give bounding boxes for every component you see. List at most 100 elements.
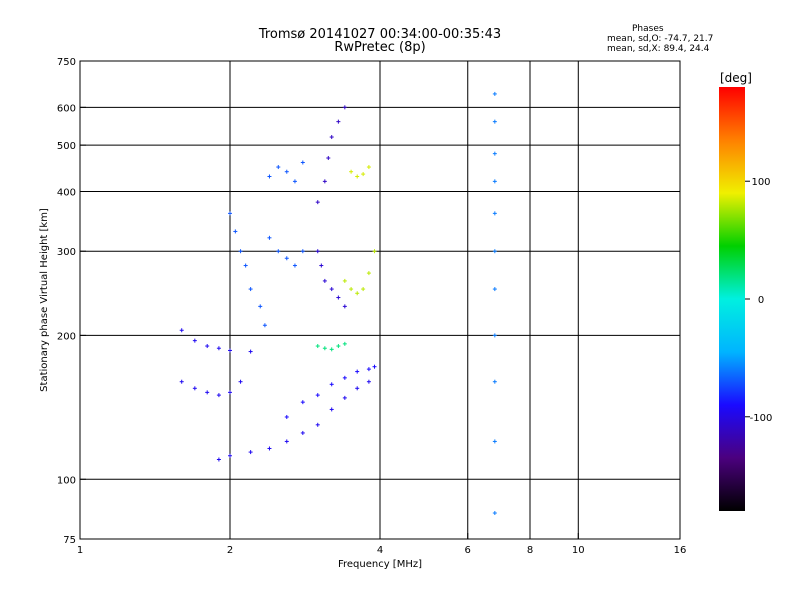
colorbar-tick-label: -100 [750, 413, 773, 424]
data-point [329, 407, 334, 412]
data-point [248, 287, 253, 292]
data-point [248, 349, 253, 354]
data-point [315, 422, 320, 427]
data-point [322, 179, 327, 184]
data-point [228, 390, 232, 395]
data-point [366, 379, 371, 384]
data-point [267, 446, 272, 451]
phase-stats-x: mean, sd,X: 89.4, 24.4 [607, 44, 710, 54]
data-point [284, 256, 289, 261]
data-point [205, 344, 210, 349]
y-tick-label: 100 [57, 475, 76, 486]
data-point [342, 278, 347, 283]
data-point [238, 379, 243, 384]
data-point [355, 386, 360, 391]
data-point [262, 323, 267, 328]
data-point [300, 249, 305, 254]
data-point [276, 249, 281, 254]
data-point [349, 287, 354, 292]
data-point [361, 172, 366, 177]
data-point [342, 395, 347, 400]
data-point [326, 156, 331, 161]
x-tick-label: 16 [674, 545, 687, 556]
data-point [315, 344, 320, 349]
data-point [349, 169, 354, 174]
data-point [372, 249, 377, 254]
y-tick-label: 75 [63, 535, 76, 546]
grid-lines [80, 61, 680, 539]
y-tick-label: 750 [57, 57, 76, 68]
data-point [315, 200, 320, 205]
data-point [366, 271, 371, 276]
data-point [258, 304, 263, 309]
data-point [355, 174, 360, 179]
data-point [233, 229, 238, 234]
data-point [366, 165, 371, 170]
data-point [267, 174, 272, 179]
data-point [300, 400, 305, 405]
phase-stats-o: mean, sd,O: -74.7, 21.7 [607, 34, 714, 44]
data-points [179, 91, 497, 516]
data-point [319, 263, 324, 268]
x-tick-label: 2 [227, 545, 233, 556]
x-tick-label: 8 [527, 545, 533, 556]
data-point [322, 278, 327, 283]
data-point [300, 430, 305, 435]
x-tick-label: 10 [572, 545, 585, 556]
data-point [284, 439, 289, 444]
data-point [205, 390, 210, 395]
data-point [228, 211, 232, 216]
data-point [284, 169, 289, 174]
x-tick-label: 6 [465, 545, 471, 556]
data-point [355, 291, 360, 296]
data-point [492, 511, 497, 516]
chart-subtitle: RwPretec (8p) [334, 40, 426, 55]
data-point [192, 338, 197, 343]
data-point [329, 382, 334, 387]
data-point [492, 439, 497, 444]
data-point [267, 235, 272, 240]
data-point [179, 379, 184, 384]
data-point [342, 304, 347, 309]
data-point [243, 263, 248, 268]
data-point [492, 211, 497, 216]
data-point [336, 344, 341, 349]
data-point [216, 457, 221, 462]
data-point [248, 450, 253, 455]
data-point [492, 91, 497, 96]
phase-stats-heading: Phases [632, 24, 664, 34]
x-tick-label: 1 [77, 545, 83, 556]
data-point [322, 346, 327, 351]
y-axis-label: Stationary phase Virtual Height [km] [39, 208, 50, 392]
data-point [216, 346, 221, 351]
colorbar-unit-label: [deg] [720, 71, 752, 85]
colorbar-tick-label: 100 [751, 177, 770, 188]
data-point [372, 364, 377, 369]
data-point [300, 160, 305, 165]
data-point [336, 295, 341, 300]
y-tick-label: 500 [57, 141, 76, 152]
data-point [284, 414, 289, 419]
data-point [228, 348, 232, 353]
data-point [355, 369, 360, 374]
chart-title: Tromsø 20141027 00:34:00-00:35:43 [258, 27, 502, 42]
data-point [342, 341, 347, 346]
data-point [276, 165, 281, 170]
data-point [342, 105, 347, 110]
data-point [492, 287, 497, 292]
data-point [315, 393, 320, 398]
colorbar [719, 87, 745, 511]
data-point [192, 386, 197, 391]
data-point [179, 328, 184, 333]
x-tick-label: 4 [377, 545, 383, 556]
data-point [228, 453, 232, 458]
data-point [366, 367, 371, 372]
data-point [492, 249, 497, 254]
axis-ticks: 1 2 4 6 8 10 16 75 100 200 300 400 500 600 750 [57, 57, 686, 556]
y-tick-label: 300 [57, 247, 76, 258]
y-tick-label: 400 [57, 187, 76, 198]
data-point [336, 119, 341, 124]
data-point [329, 347, 334, 352]
data-point [492, 179, 497, 184]
